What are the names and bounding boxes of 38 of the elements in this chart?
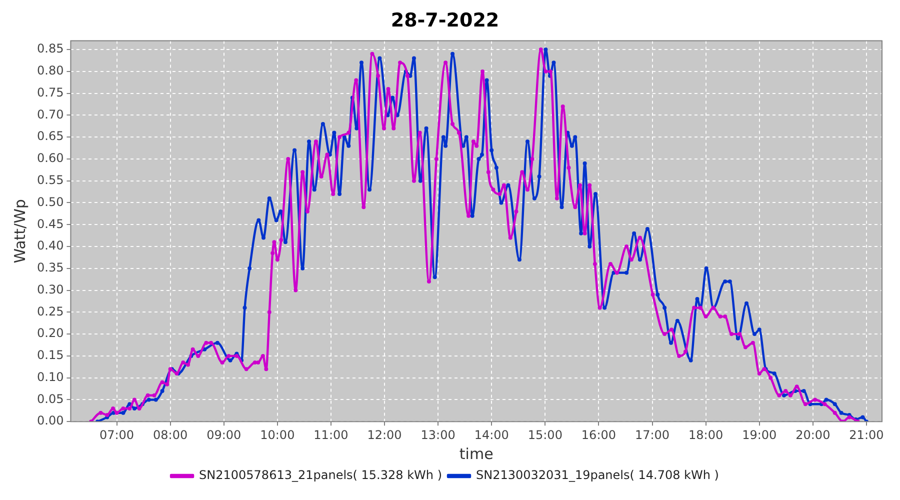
x-tick-label: 14:00: [474, 428, 509, 442]
y-tick-label: 0.15: [37, 348, 64, 362]
y-tick-label: 0.75: [37, 85, 64, 100]
x-tick-label: 12:00: [367, 428, 402, 442]
x-tick-label: 16:00: [581, 428, 616, 442]
y-tick-label: 0.35: [37, 260, 64, 275]
x-tick-label: 17:00: [634, 428, 670, 442]
legend-label: SN2100578613_21panels( 15.328 kWh ): [199, 468, 442, 482]
y-tick-label: 0.65: [37, 129, 64, 144]
y-tick-label: 0.30: [37, 282, 64, 296]
legend-label: SN2130032031_19panels( 14.708 kWh ): [476, 468, 719, 482]
x-tick-label: 08:00: [153, 428, 188, 442]
y-tick-label: 0.05: [37, 392, 64, 406]
y-tick-label: 0.85: [37, 42, 64, 56]
x-tick-label: 07:00: [99, 428, 134, 442]
x-tick-label: 18:00: [688, 428, 724, 442]
y-tick-label: 0.80: [37, 64, 64, 78]
x-axis-title: time: [459, 444, 494, 463]
y-tick-label: 0.25: [37, 304, 64, 318]
y-tick-label: 0.50: [37, 194, 64, 209]
chart-title: 28-7-2022: [390, 9, 500, 32]
x-tick-label: 13:00: [420, 428, 456, 442]
y-tick-label: 0.00: [37, 414, 64, 428]
x-tick-label: 15:00: [528, 428, 562, 442]
y-tick-label: 0.70: [37, 107, 64, 122]
y-tick-label: 0.60: [37, 151, 64, 166]
y-tick-label: 0.45: [37, 216, 64, 231]
y-tick-label: 0.40: [37, 238, 64, 253]
y-axis-title: Watt/Wp: [10, 199, 29, 264]
x-tick-label: 21:00: [849, 428, 884, 442]
y-tick-label: 0.20: [37, 326, 64, 340]
x-tick-label: 11:00: [314, 428, 348, 442]
x-tick-label: 09:00: [206, 428, 242, 442]
y-tick-label: 0.10: [37, 370, 64, 384]
x-tick-label: 19:00: [742, 428, 777, 442]
x-tick-label: 10:00: [260, 428, 295, 442]
y-tick-label: 0.55: [37, 172, 64, 187]
x-tick-label: 20:00: [796, 428, 830, 442]
